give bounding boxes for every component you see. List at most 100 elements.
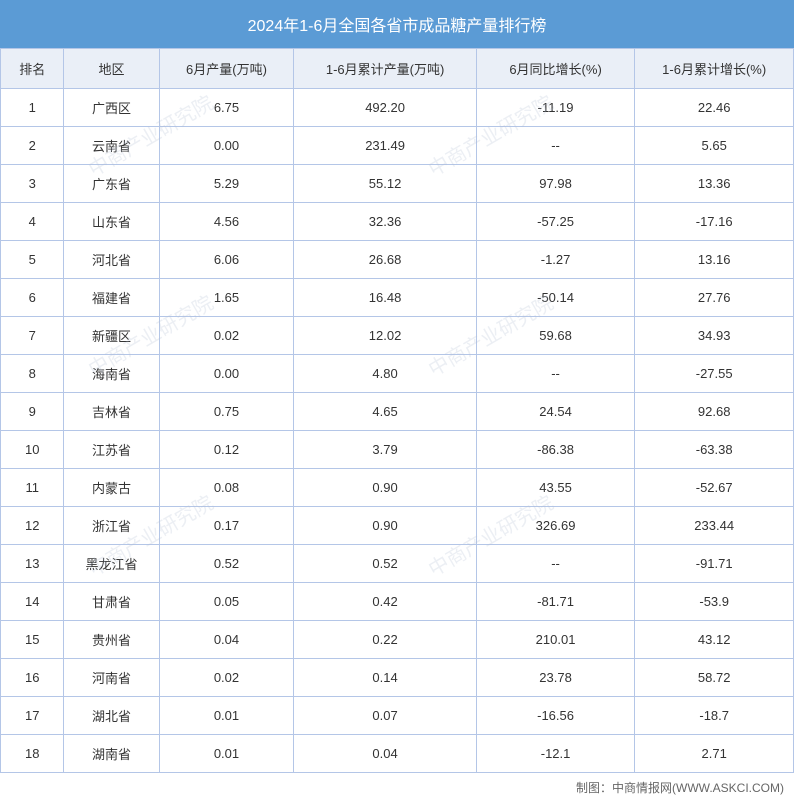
table-row: 13黑龙江省0.520.52---91.71: [1, 545, 794, 583]
col-header-jun-output: 6月产量(万吨): [159, 49, 294, 89]
table-cell: 甘肃省: [64, 583, 159, 621]
table-cell: 河北省: [64, 241, 159, 279]
table-cell: 22.46: [635, 89, 794, 127]
table-row: 2云南省0.00231.49--5.65: [1, 127, 794, 165]
table-cell: 12: [1, 507, 64, 545]
table-cell: 6.75: [159, 89, 294, 127]
table-cell: 0.90: [294, 469, 476, 507]
table-cell: 山东省: [64, 203, 159, 241]
table-cell: 新疆区: [64, 317, 159, 355]
table-cell: 0.17: [159, 507, 294, 545]
table-row: 6福建省1.6516.48-50.1427.76: [1, 279, 794, 317]
table-cell: -63.38: [635, 431, 794, 469]
table-cell: 97.98: [476, 165, 635, 203]
table-cell: 43.55: [476, 469, 635, 507]
table-cell: 4.80: [294, 355, 476, 393]
table-cell: 59.68: [476, 317, 635, 355]
table-cell: 233.44: [635, 507, 794, 545]
table-row: 11内蒙古0.080.9043.55-52.67: [1, 469, 794, 507]
table-cell: 0.75: [159, 393, 294, 431]
table-cell: --: [476, 355, 635, 393]
col-header-cum-growth: 1-6月累计增长(%): [635, 49, 794, 89]
table-cell: 5: [1, 241, 64, 279]
table-cell: 26.68: [294, 241, 476, 279]
table-row: 15贵州省0.040.22210.0143.12: [1, 621, 794, 659]
table-cell: 3: [1, 165, 64, 203]
table-cell: 23.78: [476, 659, 635, 697]
table-cell: 0.02: [159, 659, 294, 697]
table-cell: --: [476, 545, 635, 583]
table-cell: -17.16: [635, 203, 794, 241]
table-cell: -1.27: [476, 241, 635, 279]
table-cell: 326.69: [476, 507, 635, 545]
table-cell: -57.25: [476, 203, 635, 241]
table-row: 10江苏省0.123.79-86.38-63.38: [1, 431, 794, 469]
table-cell: 0.02: [159, 317, 294, 355]
table-cell: 11: [1, 469, 64, 507]
table-cell: 湖南省: [64, 735, 159, 773]
table-cell: 16: [1, 659, 64, 697]
table-cell: -12.1: [476, 735, 635, 773]
table-cell: --: [476, 127, 635, 165]
table-cell: 5.29: [159, 165, 294, 203]
table-cell: 4.65: [294, 393, 476, 431]
table-cell: 内蒙古: [64, 469, 159, 507]
table-cell: 0.14: [294, 659, 476, 697]
table-cell: 吉林省: [64, 393, 159, 431]
table-cell: 8: [1, 355, 64, 393]
table-cell: 0.52: [294, 545, 476, 583]
col-header-region: 地区: [64, 49, 159, 89]
table-cell: 92.68: [635, 393, 794, 431]
table-row: 16河南省0.020.1423.7858.72: [1, 659, 794, 697]
table-cell: 3.79: [294, 431, 476, 469]
table-cell: 13: [1, 545, 64, 583]
table-cell: 海南省: [64, 355, 159, 393]
table-cell: 河南省: [64, 659, 159, 697]
table-cell: 9: [1, 393, 64, 431]
col-header-cum-output: 1-6月累计产量(万吨): [294, 49, 476, 89]
table-row: 4山东省4.5632.36-57.25-17.16: [1, 203, 794, 241]
table-row: 18湖南省0.010.04-12.12.71: [1, 735, 794, 773]
col-header-rank: 排名: [1, 49, 64, 89]
table-cell: 0.22: [294, 621, 476, 659]
table-cell: -91.71: [635, 545, 794, 583]
table-cell: 58.72: [635, 659, 794, 697]
table-cell: 贵州省: [64, 621, 159, 659]
table-cell: 10: [1, 431, 64, 469]
table-cell: 4.56: [159, 203, 294, 241]
table-cell: 0.04: [294, 735, 476, 773]
table-cell: -81.71: [476, 583, 635, 621]
table-cell: 13.16: [635, 241, 794, 279]
table-row: 8海南省0.004.80---27.55: [1, 355, 794, 393]
table-cell: 210.01: [476, 621, 635, 659]
table-cell: 32.36: [294, 203, 476, 241]
table-cell: -11.19: [476, 89, 635, 127]
col-header-jun-growth: 6月同比增长(%): [476, 49, 635, 89]
table-cell: 27.76: [635, 279, 794, 317]
table-cell: 0.05: [159, 583, 294, 621]
table-cell: 0.12: [159, 431, 294, 469]
table-cell: 黑龙江省: [64, 545, 159, 583]
table-cell: 1.65: [159, 279, 294, 317]
table-cell: 16.48: [294, 279, 476, 317]
table-header-row: 排名 地区 6月产量(万吨) 1-6月累计产量(万吨) 6月同比增长(%) 1-…: [1, 49, 794, 89]
table-cell: 7: [1, 317, 64, 355]
table-row: 1广西区6.75492.20-11.1922.46: [1, 89, 794, 127]
table-row: 7新疆区0.0212.0259.6834.93: [1, 317, 794, 355]
table-row: 12浙江省0.170.90326.69233.44: [1, 507, 794, 545]
table-cell: 广东省: [64, 165, 159, 203]
table-cell: -27.55: [635, 355, 794, 393]
table-cell: -50.14: [476, 279, 635, 317]
table-cell: 15: [1, 621, 64, 659]
table-cell: 4: [1, 203, 64, 241]
table-cell: 云南省: [64, 127, 159, 165]
table-cell: 0.52: [159, 545, 294, 583]
table-cell: 13.36: [635, 165, 794, 203]
table-title: 2024年1-6月全国各省市成品糖产量排行榜: [0, 0, 794, 48]
table-cell: 55.12: [294, 165, 476, 203]
data-table: 排名 地区 6月产量(万吨) 1-6月累计产量(万吨) 6月同比增长(%) 1-…: [0, 48, 794, 773]
table-cell: 18: [1, 735, 64, 773]
table-cell: 0.00: [159, 127, 294, 165]
footer-credit: 制图：中商情报网(WWW.ASKCI.COM): [0, 773, 794, 796]
table-cell: 2.71: [635, 735, 794, 773]
